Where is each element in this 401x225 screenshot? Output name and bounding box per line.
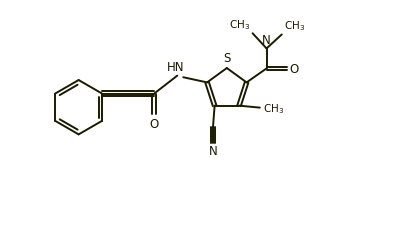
Text: N: N: [262, 34, 271, 47]
Text: O: O: [150, 117, 159, 130]
Text: HN: HN: [167, 61, 184, 74]
Text: S: S: [223, 52, 231, 65]
Text: N: N: [209, 145, 217, 158]
Text: CH$_3$: CH$_3$: [284, 19, 305, 33]
Text: CH$_3$: CH$_3$: [229, 18, 250, 32]
Text: O: O: [290, 63, 299, 76]
Text: CH$_3$: CH$_3$: [263, 101, 284, 115]
